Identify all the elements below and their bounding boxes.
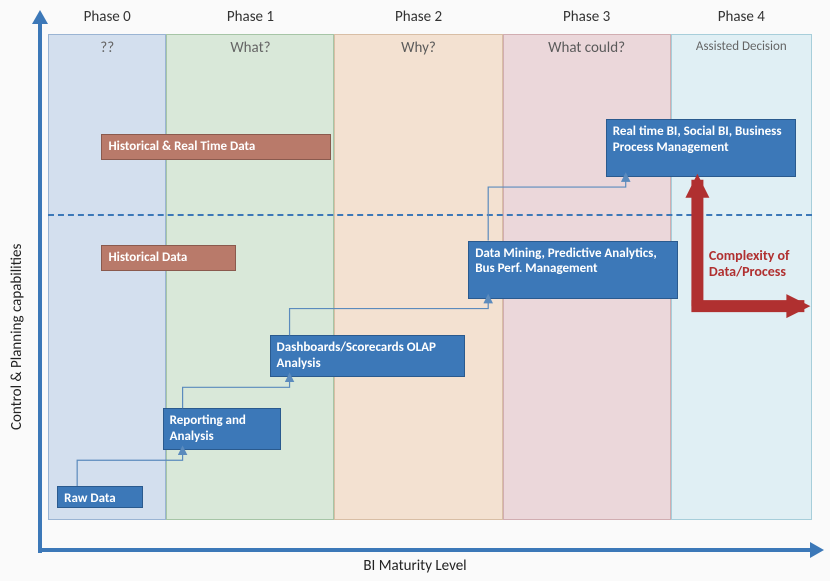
phase-column: ?? (48, 34, 166, 520)
x-axis (38, 547, 824, 553)
capability-box-reporting: Reporting and Analysis (163, 408, 281, 450)
bi-maturity-chart: Control & Planning capabilities BI Matur… (0, 0, 830, 581)
capability-box-raw: Raw Data (57, 486, 143, 508)
phase-header: Phase 2 (334, 8, 502, 32)
x-axis-label: BI Maturity Level (0, 557, 830, 575)
dashed-divider (48, 214, 812, 216)
data-scope-label: Historical Data (101, 245, 236, 271)
phase-header: Phase 0 (48, 8, 166, 32)
capability-box-dashboards: Dashboards/Scorecards OLAP Analysis (270, 335, 465, 377)
complexity-label: Complexity of Data/Process (709, 248, 819, 280)
capability-box-mining: Data Mining, Predictive Analytics, Bus P… (468, 241, 678, 299)
phase-headers: Phase 0Phase 1Phase 2Phase 3Phase 4 (48, 8, 812, 32)
x-axis-arrowhead (810, 542, 824, 558)
y-axis-arrowhead (32, 10, 48, 24)
phase-header: Phase 1 (166, 8, 334, 32)
phase-header: Phase 3 (503, 8, 671, 32)
y-axis (38, 10, 44, 553)
phase-header: Phase 4 (671, 8, 812, 32)
data-scope-label: Historical & Real Time Data (101, 134, 331, 160)
plot-area: Phase 0Phase 1Phase 2Phase 3Phase 4 ??Wh… (48, 8, 812, 538)
y-axis-label: Control & Planning capabilities (8, 244, 26, 430)
capability-box-realtime: Real time BI, Social BI, Business Proces… (606, 119, 796, 177)
